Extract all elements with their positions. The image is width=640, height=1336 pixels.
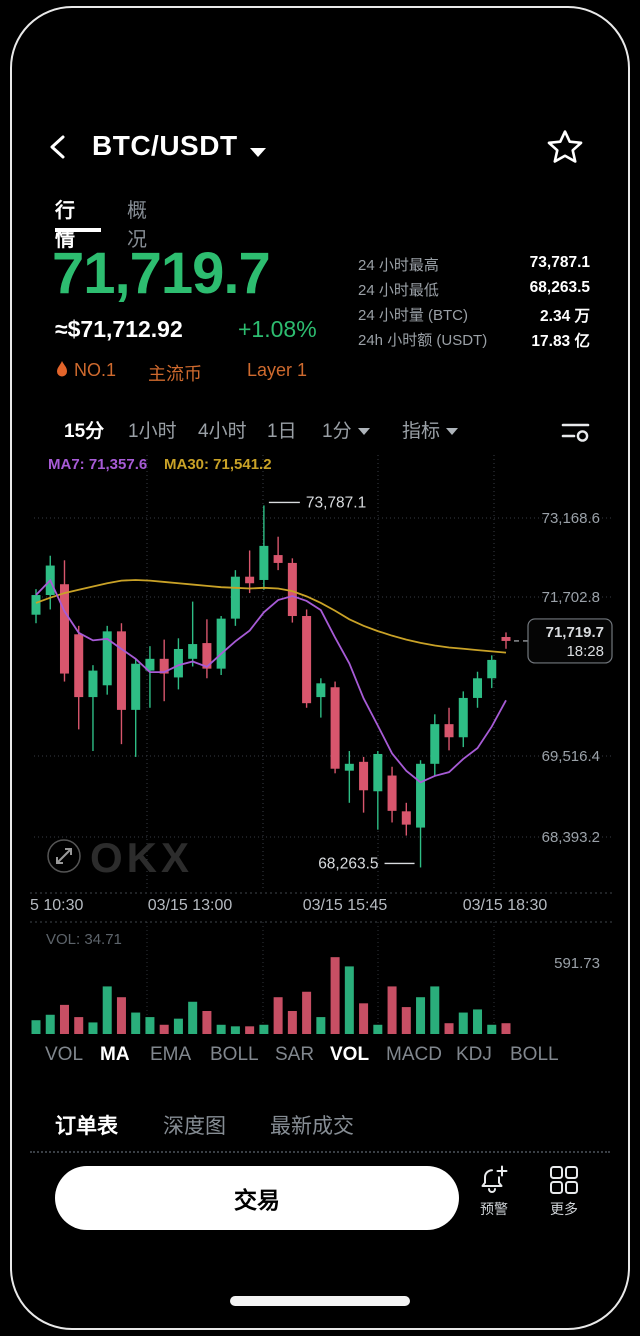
indicator-macd[interactable]: MACD [386, 1044, 442, 1065]
timeframe-bar: 15分 1小时 4小时 1日 1分 指标 [12, 414, 628, 450]
stat-volume-btc: 24 小时量 (BTC) 2.34 万 [358, 307, 590, 325]
trade-button[interactable]: 交易 [55, 1166, 459, 1230]
bottom-tab-bar: 订单表 深度图 最新成交 [12, 1110, 628, 1144]
favorite-star-button[interactable] [546, 128, 584, 166]
star-icon [547, 130, 583, 163]
indicator-boll-sub[interactable]: BOLL [510, 1044, 559, 1065]
change-percent: +1.08% [238, 316, 317, 342]
tag-mainstream[interactable]: 主流币 [148, 364, 202, 384]
svg-text:18:28: 18:28 [566, 643, 604, 660]
tag-layer1[interactable]: Layer 1 [247, 360, 308, 380]
stat-high: 24 小时最高 73,787.1 [358, 254, 590, 274]
timeframe-4h[interactable]: 4小时 [198, 421, 247, 442]
indicator-kdj[interactable]: KDJ [456, 1044, 492, 1065]
svg-text:73,168.6: 73,168.6 [542, 510, 600, 527]
indicator-ma[interactable]: MA [100, 1044, 130, 1065]
back-button[interactable] [44, 130, 74, 164]
chart-settings-button[interactable] [561, 418, 591, 444]
svg-text:69,516.4: 69,516.4 [542, 748, 600, 765]
svg-text:5 10:30: 5 10:30 [30, 897, 83, 914]
timeframe-1h[interactable]: 1小时 [128, 421, 177, 442]
caret-down-icon [357, 428, 370, 436]
tab-depth-chart[interactable]: 深度图 [163, 1115, 226, 1138]
stat-low: 24 小时最低 68,263.5 [358, 279, 590, 299]
alert-label: 预警 [480, 1201, 508, 1217]
pair-dropdown-caret-icon[interactable] [250, 148, 266, 157]
home-indicator[interactable] [230, 1296, 410, 1306]
ma7-label: MA7: 71,357.6 [48, 456, 148, 473]
indicator-sar[interactable]: SAR [275, 1044, 315, 1065]
indicator-vol-sub[interactable]: VOL [330, 1044, 370, 1065]
svg-text:68,263.5: 68,263.5 [318, 855, 378, 872]
tab-latest-trades[interactable]: 最新成交 [270, 1115, 354, 1138]
indicator-ema[interactable]: EMA [150, 1044, 192, 1065]
svg-text:03/15 13:00: 03/15 13:00 [148, 897, 233, 914]
tab-order-book[interactable]: 订单表 [55, 1115, 118, 1138]
caret-down-icon [446, 428, 459, 436]
tab-market[interactable]: 行情 [55, 200, 75, 251]
fiat-price: ≈$71,712.92 [55, 316, 183, 342]
chart-settings-icon [561, 423, 590, 442]
phone-frame: 73,168.6 71,702.8 69,516.4 68,393.2 OKX 73,78… [10, 6, 630, 1330]
timeframe-more-dropdown[interactable]: 1分 [322, 416, 370, 443]
stat-turnover-usdt: 24h 小时额 (USDT) 17.83 亿 [358, 332, 590, 350]
more-button[interactable]: 更多 [532, 1164, 596, 1219]
grid-more-icon [550, 1166, 578, 1194]
section-divider [30, 1151, 610, 1153]
pair-title[interactable]: BTC/USDT [92, 130, 238, 161]
screen: 73,168.6 71,702.8 69,516.4 68,393.2 OKX 73,78… [10, 6, 630, 1330]
flame-icon [57, 361, 67, 377]
ma30-label: MA30: 71,541.2 [164, 456, 272, 473]
svg-text:591.73: 591.73 [554, 955, 600, 972]
svg-text:OKX: OKX [90, 834, 193, 881]
alert-button[interactable]: 预警 [462, 1164, 526, 1219]
rank-badge[interactable]: NO.1 [55, 360, 116, 381]
bell-plus-icon [481, 1165, 508, 1193]
tab-overview[interactable]: 概况 [127, 200, 147, 251]
back-chevron-icon [50, 135, 65, 159]
last-price: 71,719.7 [52, 241, 271, 306]
indicator-tab-bar: VOL MA EMA BOLL SAR VOL MACD KDJ BOLL [12, 1044, 628, 1074]
svg-text:71,719.7: 71,719.7 [546, 624, 604, 641]
svg-text:VOL: 34.71: VOL: 34.71 [46, 931, 122, 948]
svg-text:73,787.1: 73,787.1 [306, 494, 366, 511]
indicator-vol-main[interactable]: VOL [45, 1044, 84, 1065]
more-label: 更多 [550, 1201, 578, 1217]
svg-text:03/15 15:45: 03/15 15:45 [303, 897, 388, 914]
timeframe-15m[interactable]: 15分 [64, 421, 105, 442]
indicator-dropdown[interactable]: 指标 [402, 416, 459, 443]
timeframe-1d[interactable]: 1日 [267, 421, 297, 442]
svg-text:03/15 18:30: 03/15 18:30 [463, 897, 548, 914]
svg-text:68,393.2: 68,393.2 [542, 829, 600, 846]
price-chart[interactable]: 73,168.6 71,702.8 69,516.4 68,393.2 OKX 73,78… [10, 6, 630, 1330]
stats-panel: 24 小时最高 73,787.1 24 小时最低 68,263.5 24 小时量… [358, 254, 590, 354]
active-tab-underline [55, 228, 101, 232]
indicator-boll[interactable]: BOLL [210, 1044, 259, 1065]
svg-text:71,702.8: 71,702.8 [542, 589, 600, 606]
